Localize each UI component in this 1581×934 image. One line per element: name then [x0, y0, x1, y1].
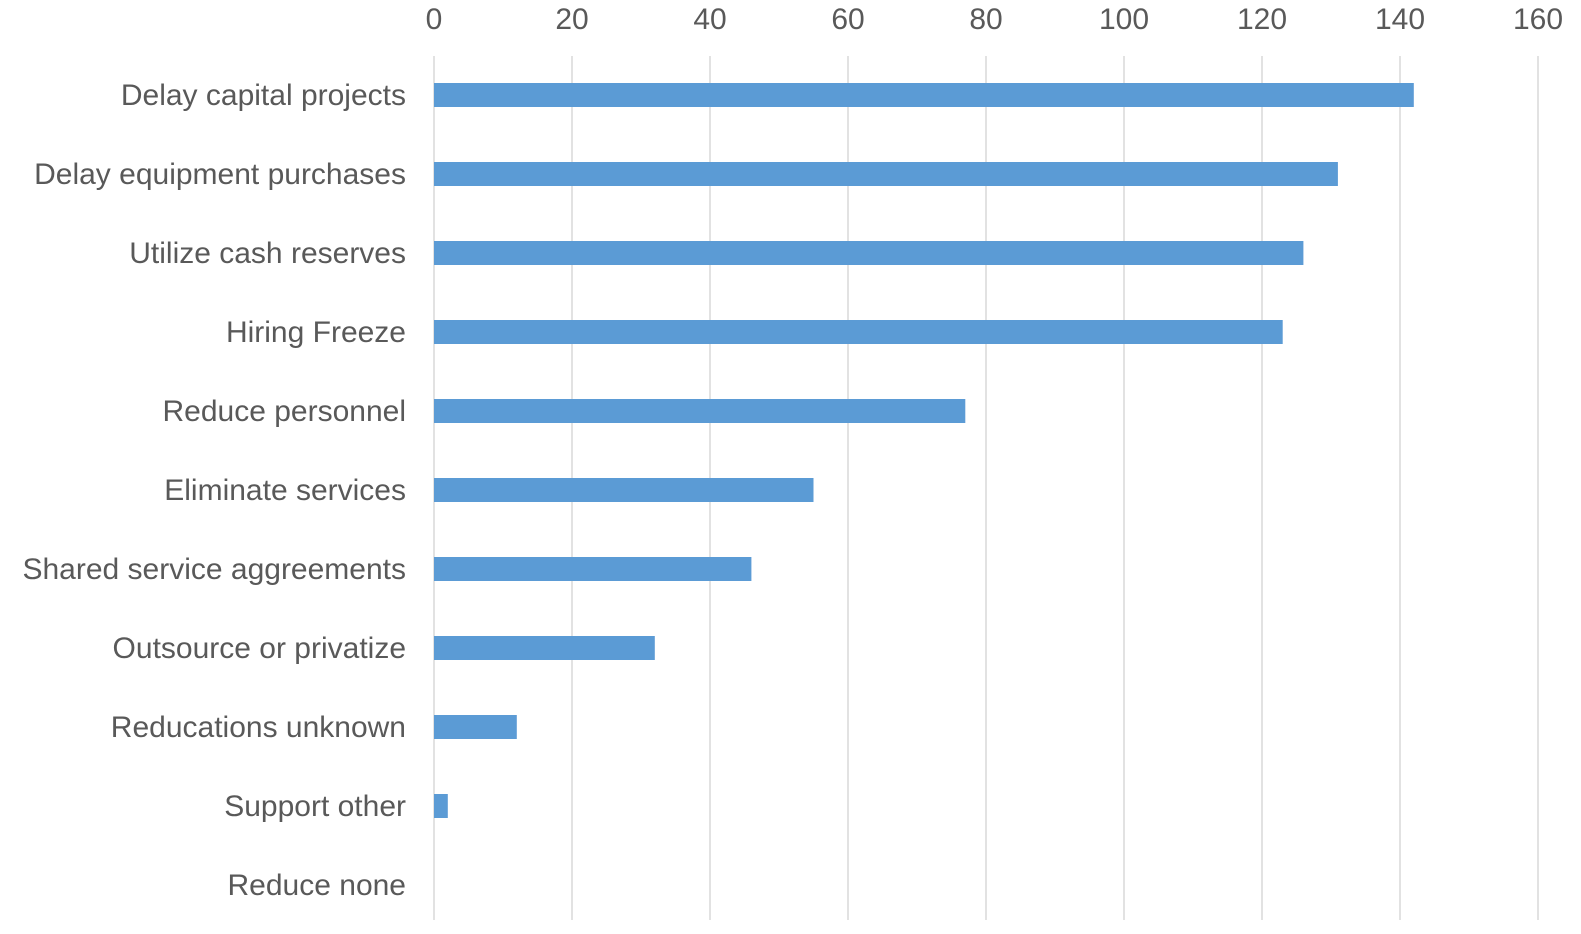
bar: [434, 320, 1283, 344]
category-label: Eliminate services: [164, 474, 406, 507]
x-axis-ticks: 0 20 40 60 80 100 120 140 160: [426, 3, 1563, 36]
x-tick-label: 120: [1237, 3, 1287, 36]
category-label: Support other: [224, 790, 406, 823]
category-label: Reduce personnel: [162, 395, 406, 428]
bar: [434, 557, 752, 581]
category-label: Delay equipment purchases: [34, 158, 406, 191]
bars: [434, 83, 1414, 818]
x-tick-label: 60: [831, 3, 864, 36]
bar: [434, 241, 1304, 265]
x-tick-label: 140: [1375, 3, 1425, 36]
category-labels: Delay capital projects Delay equipment pu…: [22, 79, 406, 902]
bar: [434, 162, 1338, 186]
x-tick-label: 80: [969, 3, 1002, 36]
x-tick-label: 40: [693, 3, 726, 36]
bar: [434, 636, 655, 660]
category-label: Hiring Freeze: [226, 316, 406, 349]
x-tick-label: 160: [1513, 3, 1563, 36]
category-label: Outsource or privatize: [113, 632, 406, 665]
bar: [434, 478, 814, 502]
bar: [434, 794, 448, 818]
x-tick-label: 0: [426, 3, 443, 36]
x-tick-label: 20: [555, 3, 588, 36]
bar: [434, 83, 1414, 107]
category-label: Utilize cash reserves: [129, 237, 406, 270]
gridlines: [433, 56, 1539, 920]
x-tick-label: 100: [1099, 3, 1149, 36]
category-label: Reduce none: [228, 869, 406, 902]
bar: [434, 399, 966, 423]
bar: [434, 715, 517, 739]
category-label: Reducations unknown: [111, 711, 406, 744]
category-label: Delay capital projects: [121, 79, 406, 112]
category-label: Shared service aggreements: [22, 553, 406, 586]
